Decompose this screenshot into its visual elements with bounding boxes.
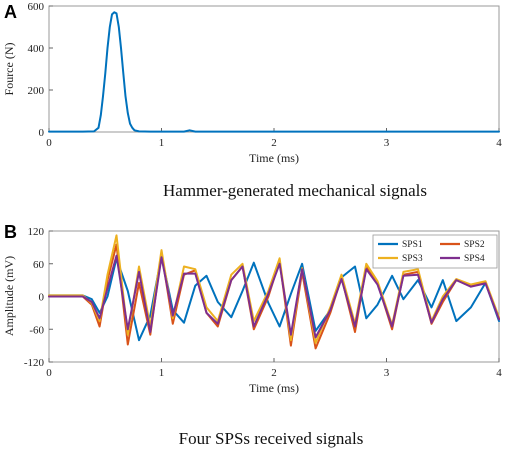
panel-b-series <box>48 234 500 350</box>
panel-a-y-tick-label: 600 <box>28 1 45 13</box>
panel-b-y-tick-label: 0 <box>39 292 45 304</box>
panel-b-x-tick-label: 3 <box>384 367 390 379</box>
panel-b-letter: B <box>4 222 17 242</box>
panel-b-y-tick-label: -120 <box>24 357 45 369</box>
panel-a-x-tick-label: 0 <box>46 137 52 149</box>
panel-a-x-tick-label: 2 <box>271 137 277 149</box>
panel-b-y-tick-label: 60 <box>33 259 45 271</box>
panel-b-x-tick-label: 0 <box>46 367 52 379</box>
panel-b-x-axis-title: Time (ms) <box>249 381 299 395</box>
panel-b-legend: SPS1 SPS2 SPS3 SPS4 <box>372 234 498 269</box>
panel-b-series-line-sps4 <box>48 254 500 339</box>
panel-b-x-tick-label: 1 <box>159 367 165 379</box>
panel-b-y-axis-title: Amplitude (mV) <box>2 256 16 336</box>
panel-a-x-tick-label: 3 <box>384 137 390 149</box>
panel-b-caption: Four SPSs received signals <box>179 429 364 448</box>
panel-a-y-axis-title: Fource (N) <box>2 43 16 96</box>
legend-label: SPS1 <box>402 240 423 250</box>
panel-a-caption: Hammer-generated mechanical signals <box>163 181 427 200</box>
panel-a-x-tick-label: 1 <box>159 137 165 149</box>
panel-a-y-tick-label: 200 <box>28 85 45 97</box>
panel-b-series-line-sps1 <box>48 254 500 342</box>
panel-a-x-tick-label: 4 <box>496 137 502 149</box>
panel-a-letter: A <box>4 2 17 22</box>
panel-b-chart: B 0 1 2 3 4 -120 -60 0 60 120 SPS1 SPS2 SPS3 SPS4 Ti… <box>2 222 502 448</box>
legend-label: SPS3 <box>402 254 423 264</box>
panel-a-y-tick-label: 0 <box>39 127 45 139</box>
legend-label: SPS4 <box>464 254 485 264</box>
panel-a-x-axis-title: Time (ms) <box>249 151 299 165</box>
panel-b-ticks: 0 1 2 3 4 -120 -60 0 60 120 <box>24 226 502 379</box>
panel-a-series <box>48 11 500 133</box>
panel-a-plot-frame <box>48 5 500 133</box>
panel-b-x-tick-label: 2 <box>271 367 277 379</box>
panel-a-chart: A 0 1 2 3 4 0 200 400 600 Time (ms) Fource (N) H… <box>2 1 502 200</box>
legend-label: SPS2 <box>464 240 485 250</box>
panel-b-x-tick-label: 4 <box>496 367 502 379</box>
panel-a-ticks: 0 1 2 3 4 0 200 400 600 <box>28 1 503 149</box>
panel-b-y-tick-label: -60 <box>29 324 44 336</box>
legend-box <box>372 234 498 269</box>
panel-a-series-line-0 <box>48 11 500 133</box>
panel-a-y-tick-label: 400 <box>28 43 45 55</box>
panel-b-y-tick-label: 120 <box>28 226 45 238</box>
